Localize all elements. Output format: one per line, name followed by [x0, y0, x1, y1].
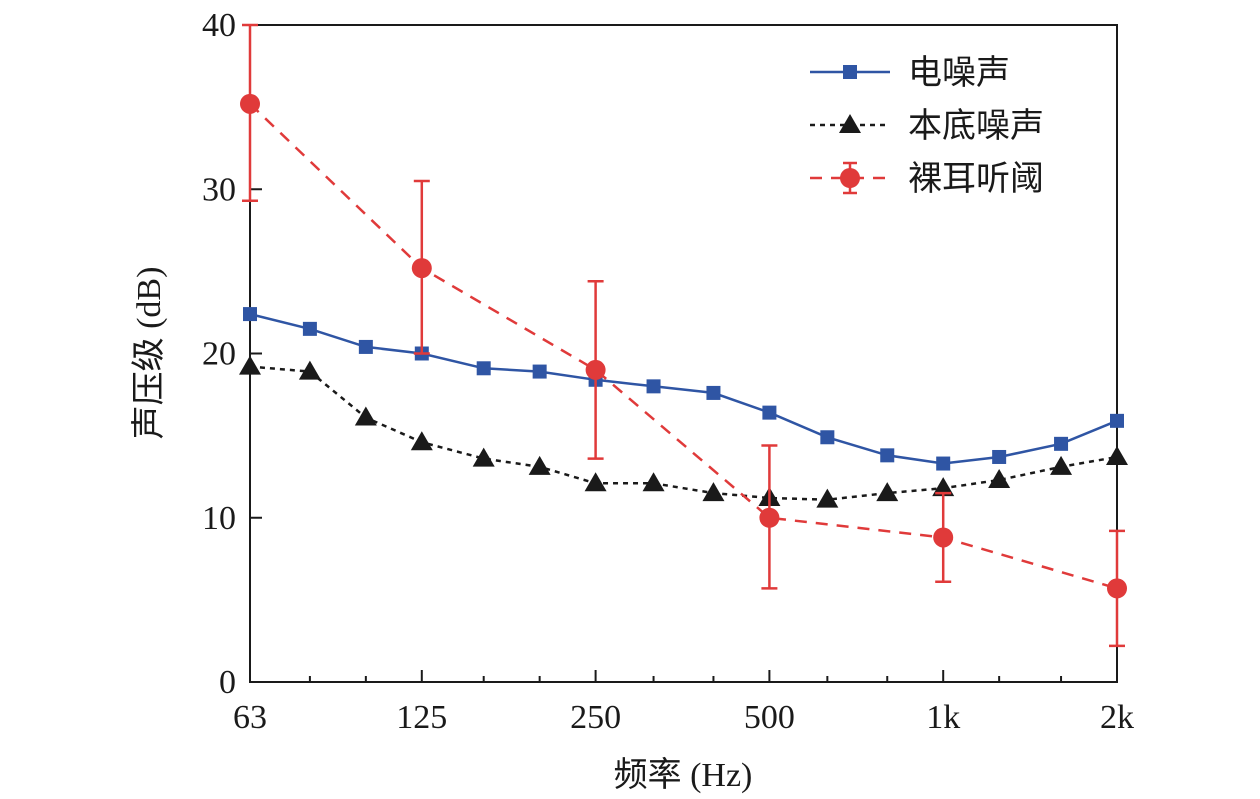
legend-label: 裸耳听阈 [908, 160, 1044, 198]
data-point [876, 482, 899, 502]
series-line [249, 102, 1118, 590]
data-point [820, 430, 835, 445]
data-point [585, 359, 606, 380]
series-layer [239, 23, 1128, 648]
y-tick-label: 0 [219, 664, 236, 701]
data-point [706, 385, 721, 400]
data-point [358, 339, 373, 354]
data-point [239, 355, 261, 375]
x-tick-label: 63 [233, 699, 267, 736]
data-point [240, 93, 260, 114]
x-tick-label: 125 [396, 699, 447, 736]
series-2 [239, 355, 1128, 508]
legend-entry-3: 裸耳听阈 [810, 160, 1044, 198]
y-axis-title: 声压级 (dB) [130, 267, 168, 440]
data-point [532, 364, 547, 379]
data-point [932, 477, 955, 497]
y-tick-label: 20 [202, 336, 236, 373]
axis-ticks: 0 10 20 30 40 63 125 250 500 1k 2k [202, 7, 1134, 736]
data-point [1110, 413, 1124, 428]
y-tick-label: 40 [202, 7, 236, 44]
x-tick-label: 250 [570, 699, 621, 736]
data-point [933, 527, 954, 548]
x-tick-label: 500 [744, 699, 795, 736]
data-point [1106, 445, 1128, 465]
data-point [1054, 436, 1069, 451]
data-point [936, 456, 951, 471]
data-point [584, 472, 607, 492]
data-point [816, 488, 839, 508]
legend-label: 电噪声 [908, 54, 1010, 92]
data-point [988, 468, 1011, 488]
data-point [298, 360, 321, 380]
data-point [476, 361, 491, 376]
legend-entry-2: 本底噪声 [810, 107, 1044, 145]
x-tick-label: 1k [926, 699, 960, 736]
data-point [1050, 455, 1073, 475]
x-axis-title: 频率 (Hz) [614, 756, 753, 794]
data-point [880, 448, 895, 463]
data-point [302, 321, 317, 336]
data-point [528, 455, 551, 475]
x-tick-label: 2k [1100, 699, 1134, 736]
legend-marker [843, 65, 857, 79]
data-point [354, 406, 377, 426]
data-point [642, 472, 665, 492]
data-point [646, 379, 661, 394]
data-point [759, 507, 780, 528]
data-point [410, 431, 433, 451]
data-point [992, 449, 1007, 464]
data-point [702, 482, 725, 502]
series-line [249, 312, 1118, 465]
legend-marker [840, 168, 860, 188]
legend-marker [839, 114, 861, 133]
data-point [1107, 578, 1127, 599]
series-3 [240, 23, 1127, 648]
legend-label: 本底噪声 [908, 107, 1044, 145]
legend-entry-1: 电噪声 [810, 54, 1010, 92]
y-tick-label: 30 [202, 171, 236, 208]
data-point [243, 307, 257, 322]
series-line [249, 365, 1118, 501]
data-point [472, 447, 495, 467]
y-tick-label: 10 [202, 500, 236, 537]
data-point [411, 258, 432, 279]
data-point [762, 405, 777, 420]
